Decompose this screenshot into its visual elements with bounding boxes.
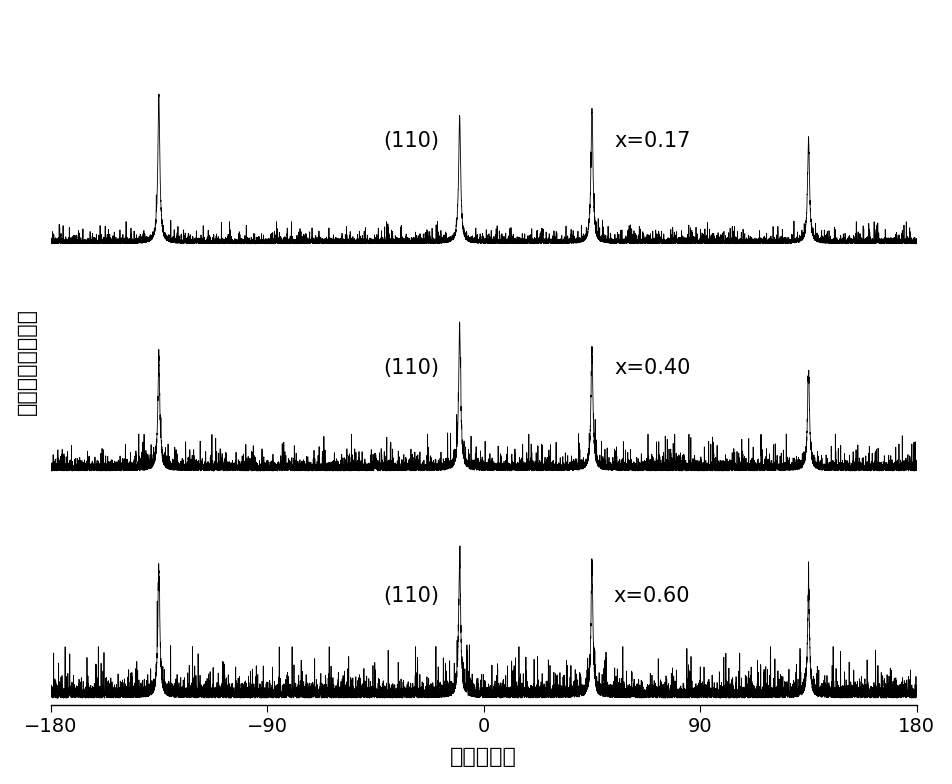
Text: x=0.40: x=0.40 bbox=[614, 358, 690, 379]
Text: x=0.17: x=0.17 bbox=[614, 131, 690, 151]
Text: (110): (110) bbox=[384, 131, 440, 151]
Text: x=0.60: x=0.60 bbox=[614, 586, 690, 605]
Text: (110): (110) bbox=[384, 358, 440, 379]
X-axis label: 角度（度）: 角度（度） bbox=[450, 747, 517, 768]
Text: (110): (110) bbox=[384, 586, 440, 605]
Y-axis label: 強度（任意单位）: 強度（任意单位） bbox=[17, 307, 37, 415]
